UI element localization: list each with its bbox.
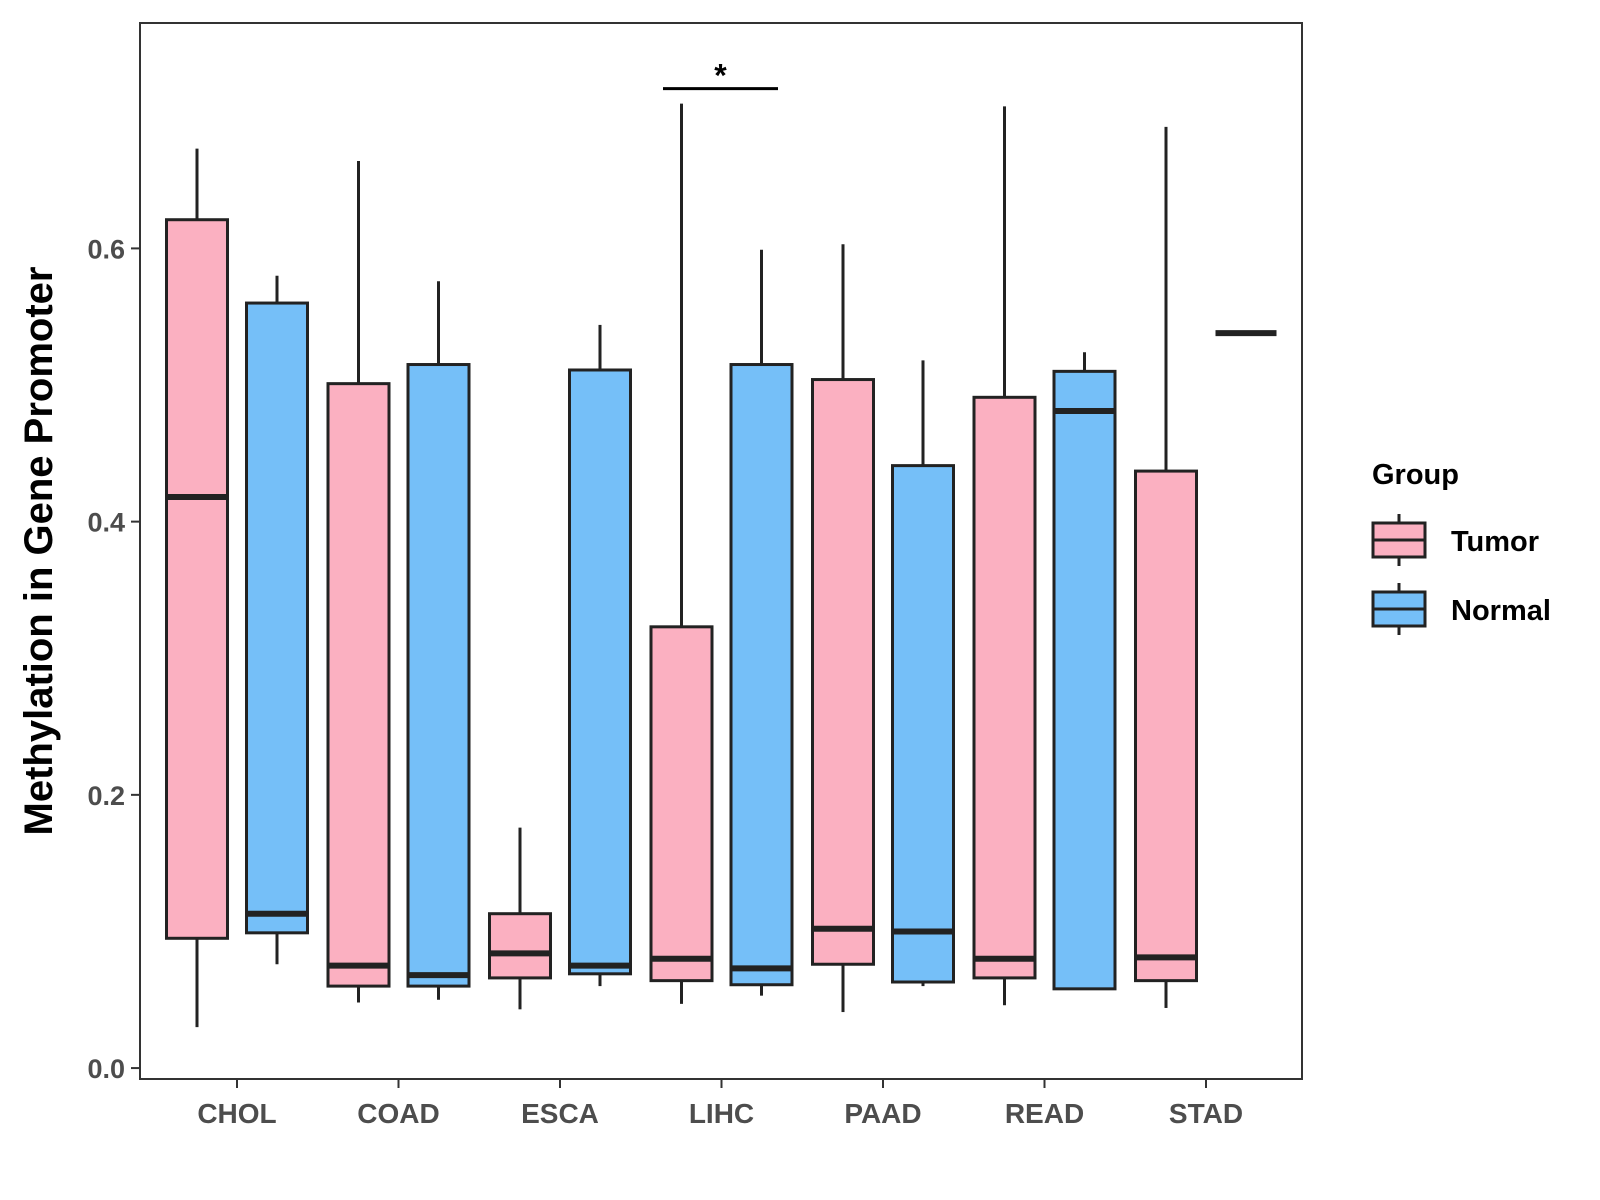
tumor-box-coad [326,160,391,1003]
y-axis: 0.0 0.2 0.4 0.6 [87,234,140,1084]
x-tick-label-coad: COAD [357,1098,439,1129]
y-tick-label: 0.0 [87,1054,125,1084]
normal-box-lihc [729,249,794,996]
legend: Group Tumor Normal [1371,459,1551,635]
tumor-box-stad [1134,126,1198,1008]
tumor-box-paad [811,244,875,1013]
normal-box-esca [568,324,632,987]
legend-item-tumor: Tumor [1371,514,1539,566]
x-tick-label-paad: PAAD [844,1098,921,1129]
normal-box-read [1052,352,1117,991]
y-axis-label: Methylation in Gene Promoter [17,267,61,836]
iqr-box [729,363,794,987]
iqr-box [891,464,955,984]
iqr-box [488,912,552,980]
y-tick-label: 0.2 [87,781,125,811]
iqr-box [649,625,714,983]
iqr-box [245,301,309,935]
normal-box-chol [245,275,309,965]
normal-box-coad [406,281,471,1000]
iqr-box [1134,469,1198,983]
legend-label-tumor: Tumor [1451,526,1539,558]
iqr-box [326,382,391,988]
legend-item-normal: Normal [1371,583,1551,635]
significance-label: * [714,58,727,94]
tumor-box-chol [165,148,229,1028]
tumor-box-lihc [649,103,714,1004]
iqr-box [406,363,471,988]
iqr-box [568,368,632,976]
boxes [165,103,1277,1028]
legend-label-normal: Normal [1451,595,1551,627]
legend-title: Group [1372,459,1459,491]
y-tick-label: 0.6 [87,234,125,264]
plot-panel [139,22,1303,1080]
normal-box-paad [891,360,955,987]
x-tick-label-lihc: LIHC [689,1098,754,1129]
x-axis: CHOL COAD ESCA LIHC PAAD READ STAD [197,1079,1243,1129]
iqr-box [972,395,1037,980]
iqr-box [811,378,875,966]
y-tick-label: 0.4 [87,508,125,538]
iqr-box [1052,369,1117,991]
x-tick-label-read: READ [1005,1098,1084,1129]
x-tick-label-stad: STAD [1169,1098,1243,1129]
iqr-box [165,218,229,940]
tumor-box-esca [488,827,552,1010]
annotations: * [663,58,778,94]
tumor-box-read [972,106,1037,1006]
x-tick-label-esca: ESCA [521,1098,599,1129]
x-tick-label-chol: CHOL [197,1098,276,1129]
